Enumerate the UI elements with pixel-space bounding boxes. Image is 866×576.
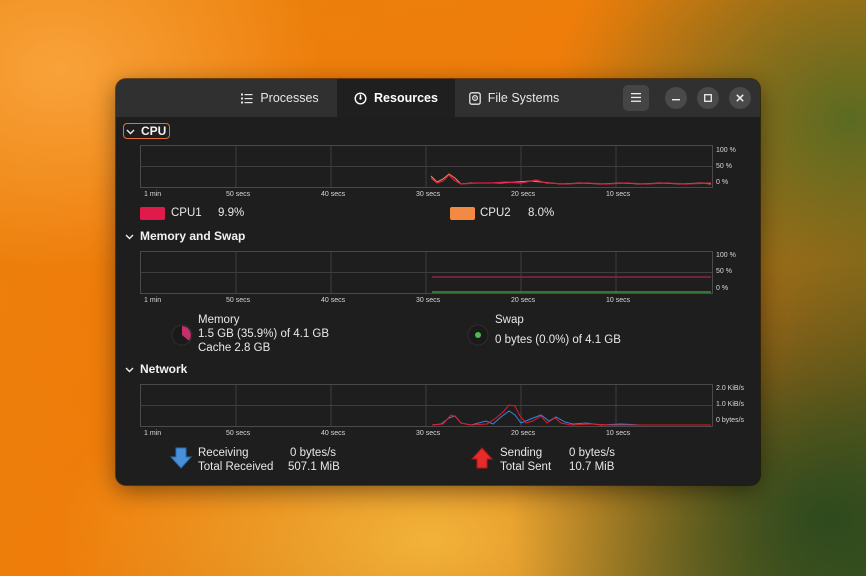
tab-file-systems-label: File Systems [487,91,560,105]
receiving-label: Receiving [198,447,249,459]
cpu-section-expander[interactable]: CPU [123,123,171,139]
memory-time-30s: 30 secs [416,297,441,304]
cpu-time-50s: 50 secs [226,191,251,198]
cpu-axis-100: 100 % [716,147,736,154]
cpu-time-40s: 40 secs [321,191,346,198]
cpu-time-1min: 1 min [144,191,162,198]
network-time-20s: 20 secs [511,430,536,437]
minimize-button[interactable] [665,87,687,109]
cpu-graph-canvas [141,146,712,187]
maximize-button[interactable] [697,87,719,109]
total-received-value: 507.1 MiB [288,461,340,473]
network-time-50s: 50 secs [226,430,251,437]
tab-resources[interactable]: Resources [337,79,455,117]
cpu-time-30s: 30 secs [416,191,441,198]
memory-section-title: Memory and Swap [140,229,246,243]
receiving-value: 0 bytes/s [290,447,337,459]
close-button[interactable] [729,87,751,109]
sending-value: 0 bytes/s [569,447,616,459]
download-arrow-icon[interactable] [169,447,193,474]
cpu-time-10s: 10 secs [606,191,631,198]
cpu-time-20s: 20 secs [511,191,536,198]
memory-graph-canvas [141,252,712,293]
memory-section-expander[interactable]: Memory and Swap [125,229,245,243]
memory-history-graph [140,251,713,294]
cpu2-label: CPU2 [480,207,511,219]
chevron-down-icon [125,229,134,243]
cpu-history-graph [140,145,713,188]
network-time-30s: 30 secs [416,430,441,437]
receiving-line [431,410,711,426]
memory-time-40s: 40 secs [321,297,346,304]
swap-usage: 0 bytes (0.0%) of 4.1 GB [495,334,621,346]
memory-pie-icon[interactable] [171,324,193,351]
memory-label: Memory [198,314,240,326]
memory-usage: 1.5 GB (35.9%) of 4.1 GB [198,328,330,340]
network-section-expander[interactable]: Network [125,362,187,376]
sending-line [431,404,711,426]
memory-time-20s: 20 secs [511,297,536,304]
cpu-section-title: CPU [141,124,167,138]
memory-time-10s: 10 secs [606,297,631,304]
network-graph-canvas [141,385,712,426]
cpu2-value: 8.0% [528,207,555,219]
chevron-down-icon [126,124,135,138]
system-monitor-window: Processes Resources File Systems [116,79,760,485]
tab-processes-label: Processes [260,91,319,105]
memory-cache: Cache 2.8 GB [198,342,271,354]
chevron-down-icon [125,362,134,376]
tab-file-systems[interactable]: File Systems [458,79,570,117]
network-time-40s: 40 secs [321,430,346,437]
cpu1-line [430,174,712,185]
swap-label: Swap [495,314,524,326]
minimize-icon [672,89,680,107]
network-time-1min: 1 min [144,430,162,437]
network-axis-2kib: 2.0 KiB/s [716,385,745,392]
cpu-axis-0: 0 % [716,179,729,186]
network-axis-1kib: 1.0 KiB/s [716,401,745,408]
memory-pie-slice [182,326,191,341]
maximize-icon [704,89,712,107]
memory-time-50s: 50 secs [226,297,251,304]
cpu1-value: 9.9% [218,207,245,219]
header-bar: Processes Resources File Systems [116,79,760,117]
sending-label: Sending [500,447,543,459]
list-icon [241,93,253,104]
tab-processes[interactable]: Processes [224,79,336,117]
cpu-axis-50: 50 % [716,163,732,170]
memory-axis-100: 100 % [716,252,736,259]
resources-view: CPU 100 % 50 % 0 % 1 min 50 secs 40 secs… [116,117,760,485]
disk-icon [468,91,481,105]
main-menu-button[interactable] [623,85,649,111]
cpu2-color-button[interactable] [450,207,475,220]
close-icon [736,89,744,107]
memory-axis-50: 50 % [716,268,732,275]
memory-axis-0: 0 % [716,285,729,292]
network-section-title: Network [140,362,188,376]
total-sent-label: Total Sent [500,461,552,473]
gauge-icon [354,91,367,105]
hamburger-icon [631,89,641,107]
cpu1-label: CPU1 [171,207,202,219]
upload-arrow-icon[interactable] [470,447,494,474]
network-time-10s: 10 secs [606,430,631,437]
total-received-label: Total Received [198,461,274,473]
tab-resources-label: Resources [374,91,438,105]
network-history-graph [140,384,713,427]
total-sent-value: 10.7 MiB [569,461,615,473]
cpu1-color-button[interactable] [140,207,165,220]
swap-pie-icon[interactable] [467,324,489,351]
memory-time-1min: 1 min [144,297,162,304]
network-axis-0: 0 bytes/s [716,417,745,424]
cpu2-line [430,173,712,185]
